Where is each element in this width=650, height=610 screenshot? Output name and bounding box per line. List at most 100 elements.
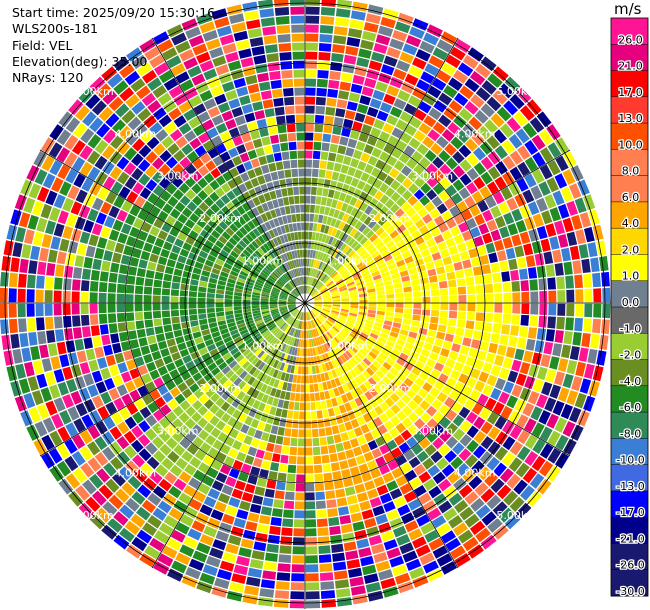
gate-cell	[375, 227, 385, 237]
gate-cell	[192, 372, 203, 382]
ray	[3, 240, 296, 302]
gate-cell	[146, 234, 157, 245]
gate-cell	[136, 506, 151, 521]
gate-cell	[161, 136, 174, 149]
gate-cell	[387, 459, 399, 471]
colorbar-tick-label: 6.0	[622, 191, 640, 204]
gate-cell	[382, 163, 393, 174]
gate-cell	[70, 201, 83, 216]
gate-cell	[498, 507, 514, 523]
ray	[196, 312, 302, 594]
gate-cell	[185, 406, 197, 417]
gate-cell	[316, 374, 322, 383]
range-label: 2.00km	[199, 382, 241, 395]
gate-cell	[204, 259, 214, 268]
gate-cell	[183, 109, 197, 121]
gate-cell	[378, 131, 391, 142]
gate-cell	[546, 413, 559, 429]
gate-cell	[197, 483, 211, 495]
gate-cell	[331, 338, 339, 347]
gate-cell	[399, 270, 409, 277]
gate-cell	[323, 298, 332, 301]
gate-cell	[244, 585, 260, 596]
gate-cell	[310, 259, 315, 268]
gate-cell	[292, 537, 305, 546]
gate-cell	[81, 177, 94, 192]
gate-cell	[214, 16, 230, 29]
gate-cell	[305, 213, 310, 222]
gate-cell	[85, 496, 101, 512]
gate-cell	[196, 235, 207, 244]
gate-cell	[97, 186, 110, 201]
gate-cell	[569, 407, 582, 423]
gate-cell	[290, 159, 298, 169]
gate-cell	[601, 271, 610, 287]
gate-cell	[357, 160, 367, 171]
gate-cell	[392, 564, 408, 577]
gate-cell	[549, 236, 560, 250]
gate-cell	[337, 211, 345, 221]
gate-cell	[494, 416, 507, 430]
gate-cell	[430, 289, 440, 296]
gate-cell	[292, 60, 305, 69]
gate-cell	[503, 292, 512, 303]
gate-cell	[459, 173, 472, 186]
ray	[113, 56, 300, 296]
gate-cell	[273, 285, 282, 291]
gate-cell	[433, 100, 447, 113]
gate-cell	[225, 356, 235, 365]
gate-cell	[530, 291, 539, 303]
gate-cell	[247, 149, 258, 160]
gate-cell	[231, 398, 241, 408]
gate-cell	[426, 189, 438, 201]
gate-cell	[282, 263, 289, 272]
gate-cell	[465, 356, 476, 367]
gate-cell	[339, 460, 349, 470]
gate-cell	[373, 179, 383, 190]
gate-cell	[308, 321, 311, 330]
gate-cell	[288, 296, 297, 300]
gate-cell	[446, 326, 456, 335]
gate-cell	[428, 537, 444, 551]
ray	[307, 4, 384, 294]
gate-cell	[470, 257, 481, 267]
gate-cell	[501, 271, 511, 282]
ray	[314, 305, 600, 397]
gate-cell	[458, 484, 473, 498]
gate-cell	[512, 303, 521, 314]
ray	[312, 308, 552, 495]
gate-cell	[367, 219, 377, 229]
gate-cell	[214, 93, 227, 105]
gate-cell	[348, 567, 363, 578]
gate-cell	[261, 308, 270, 313]
gate-cell	[282, 313, 290, 319]
gate-cell	[485, 195, 497, 209]
gate-cell	[428, 107, 442, 121]
gate-cell	[431, 398, 443, 410]
gate-cell	[214, 371, 225, 381]
gate-cell	[282, 334, 289, 343]
gate-cell	[305, 330, 307, 339]
gate-cell	[132, 411, 144, 424]
gate-cell	[464, 195, 476, 208]
gate-cell	[380, 530, 395, 542]
gate-cell	[108, 272, 118, 283]
gate-cell	[363, 573, 379, 584]
gate-cell	[420, 348, 431, 358]
gate-cell	[120, 341, 131, 352]
gate-cell	[62, 225, 74, 240]
gate-cell	[310, 195, 316, 204]
gate-cell	[418, 371, 429, 381]
gate-cell	[382, 472, 395, 484]
gate-cell	[270, 79, 282, 89]
gate-cell	[261, 233, 269, 242]
gate-cell	[227, 278, 236, 284]
gate-cell	[279, 296, 287, 300]
gate-cell	[81, 326, 91, 338]
gate-cell	[45, 220, 56, 235]
ray	[49, 124, 298, 298]
gate-cell	[198, 347, 209, 356]
gate-cell	[539, 164, 553, 180]
gate-cell	[249, 503, 262, 514]
gate-cell	[481, 80, 497, 95]
